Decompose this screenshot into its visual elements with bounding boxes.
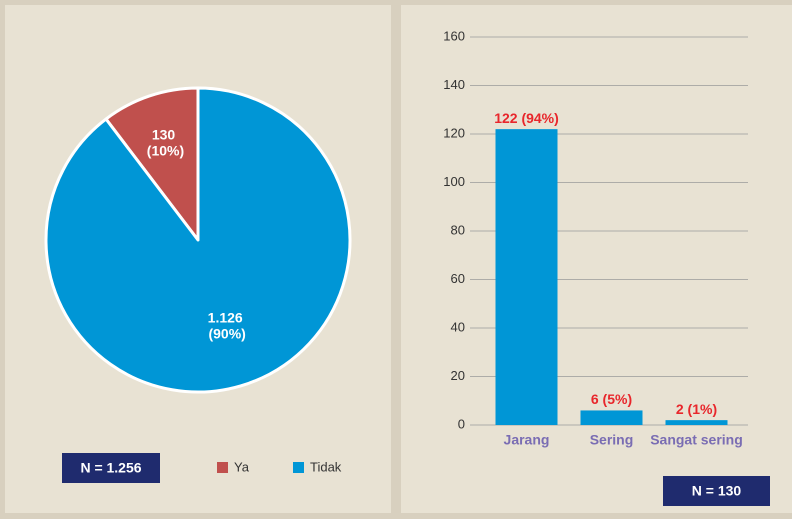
pie-slice xyxy=(44,86,352,394)
annotation-box xyxy=(62,453,160,483)
slice-label: 1.126 (90%) xyxy=(208,309,247,341)
legend-swatch xyxy=(293,462,304,473)
legend-label: Ya xyxy=(234,459,250,474)
x-tick-label: Jarang xyxy=(504,432,550,448)
x-tick-label: Sangat sering xyxy=(650,432,743,448)
annotation: N = 1.256 xyxy=(80,460,141,476)
bar xyxy=(665,420,728,425)
pie-chart: 130 (10%) 1.126 (90%) N = 1.256 Ya Tidak xyxy=(44,86,352,483)
annotation: N = 130 xyxy=(692,483,742,499)
y-tick-label: 60 xyxy=(451,271,465,286)
right-panel xyxy=(401,5,792,513)
legend-swatch xyxy=(217,462,228,473)
y-tick-label: 120 xyxy=(443,125,465,140)
y-tick-label: 20 xyxy=(451,368,465,383)
value-label: 122 (94%) xyxy=(494,110,559,126)
bar-chart: 0 20 40 60 80 100 120 140 160 122 (94%) Jarang 6 (5… xyxy=(443,28,770,506)
value-label: 2 (1%) xyxy=(676,401,717,417)
bar xyxy=(580,410,643,425)
y-tick-label: 160 xyxy=(443,28,465,43)
bar xyxy=(495,129,558,425)
value-label: 6 (5%) xyxy=(591,391,632,407)
y-tick-label: 80 xyxy=(451,222,465,237)
legend-label: Tidak xyxy=(310,459,342,474)
slice-label: 130 (10%) xyxy=(147,126,184,158)
y-tick-label: 40 xyxy=(451,319,465,334)
y-tick-label: 0 xyxy=(458,416,465,431)
annotation-box xyxy=(663,476,770,506)
pie-slice xyxy=(104,86,200,242)
x-tick-label: Sering xyxy=(590,432,634,448)
y-tick-label: 100 xyxy=(443,174,465,189)
y-tick-label: 140 xyxy=(443,77,465,92)
